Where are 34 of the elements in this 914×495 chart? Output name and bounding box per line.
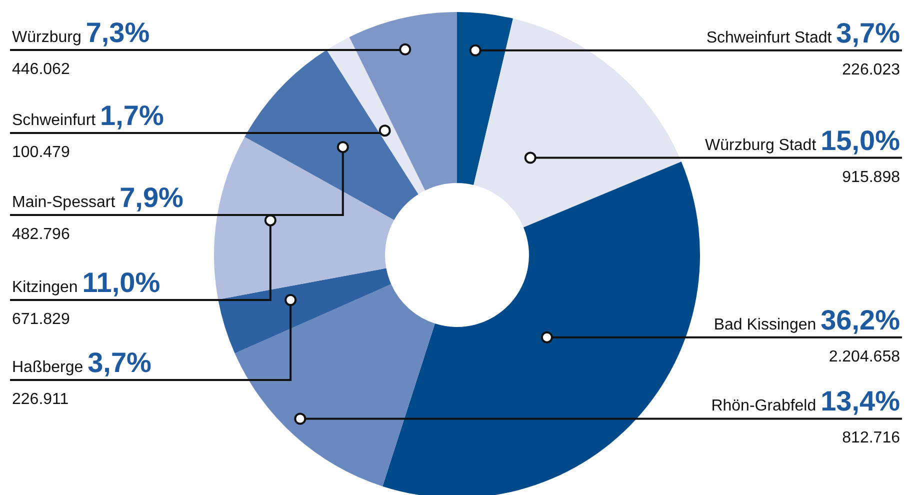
text: 2.204.658 [828, 348, 900, 366]
donut-slice [457, 12, 514, 185]
text: 915.898 [842, 168, 900, 186]
data-label: 36,2% [820, 304, 900, 336]
data-label: 11,0% [82, 267, 160, 298]
slice-label: Main-Spessart [12, 194, 120, 211]
slice-label: Würzburg [12, 29, 86, 46]
text: 446.062 [12, 61, 70, 78]
data-label: 1,7% [100, 100, 164, 131]
slice-label: Bad Kissingen [714, 316, 821, 334]
data-label: 7,3% [86, 17, 150, 48]
data-label: 13,4% [820, 386, 900, 417]
text: 671.829 [12, 311, 70, 328]
slice-label: Kitzingen [12, 279, 82, 296]
donut-slice [214, 136, 394, 300]
donut-slice [244, 50, 418, 220]
text: 812.716 [842, 430, 900, 447]
data-label: 3,7% [836, 17, 900, 48]
slice-label: Rhön-Grabfeld [711, 398, 821, 415]
text: 226.911 [12, 391, 69, 408]
data-label: 7,9% [120, 182, 184, 213]
text: 226.023 [842, 61, 900, 78]
slice-label: Würzburg Stadt [704, 136, 821, 154]
slice-label: Haßberge [12, 359, 88, 376]
text: 482.796 [12, 226, 70, 243]
data-label: 3,7% [88, 347, 152, 378]
data-label: 15,0% [820, 124, 900, 156]
donut-slice [474, 18, 682, 228]
text: 100.479 [12, 144, 70, 161]
donut-slice [326, 37, 426, 194]
donut-slice [218, 268, 392, 354]
slice-label: Schweinfurt Stadt [706, 29, 836, 46]
donut-slice [349, 12, 457, 190]
slice-label: Schweinfurt [12, 112, 100, 129]
